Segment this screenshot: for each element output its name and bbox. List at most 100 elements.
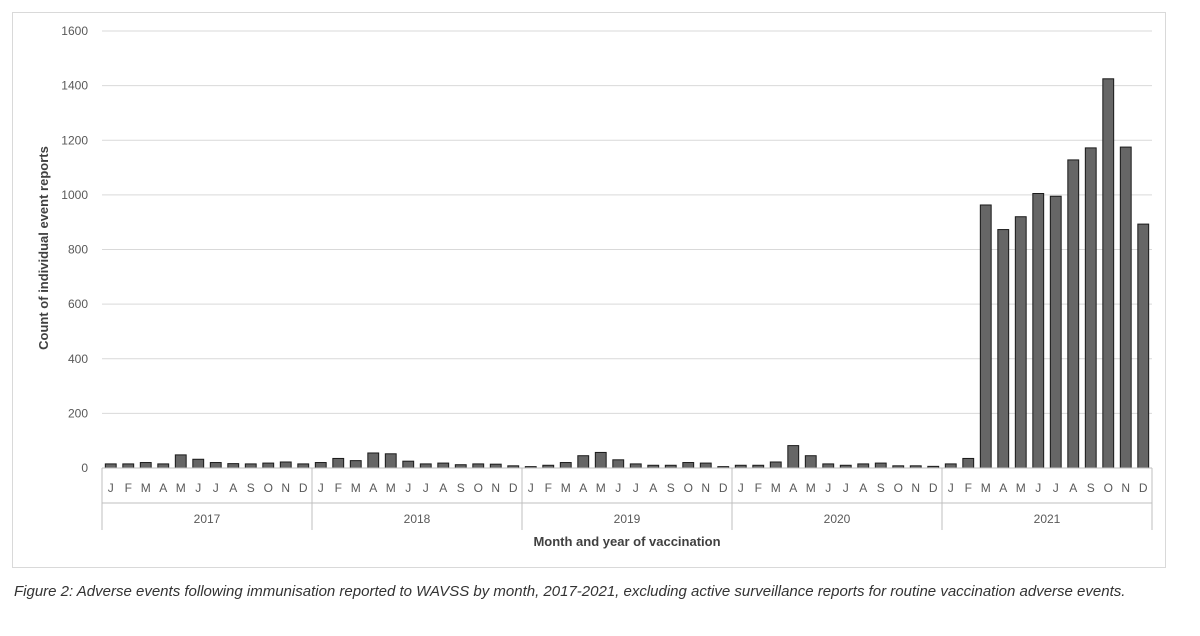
x-tick-month-label: M: [981, 481, 991, 495]
x-tick-month-label: F: [755, 481, 762, 495]
bar: [629, 463, 642, 469]
bar: [104, 463, 117, 469]
x-tick-month-label: O: [684, 481, 693, 495]
bar: [874, 462, 887, 469]
bar: [174, 454, 187, 469]
x-tick-month-label: S: [667, 481, 675, 495]
bar: [244, 463, 257, 469]
y-axis-title: Count of individual event reports: [36, 146, 51, 350]
x-tick-month-label: J: [318, 481, 324, 495]
bar: [857, 463, 870, 469]
x-tick-month-label: J: [948, 481, 954, 495]
bar: [1102, 78, 1115, 469]
x-tick-month-label: A: [1069, 481, 1077, 495]
bar: [279, 461, 292, 469]
x-tick-month-label: F: [545, 481, 552, 495]
x-tick-month-label: A: [229, 481, 237, 495]
bar: [594, 451, 607, 469]
x-tick-month-label: A: [859, 481, 867, 495]
x-tick-month-label: F: [335, 481, 342, 495]
x-tick-month-label: S: [247, 481, 255, 495]
bar: [1049, 195, 1062, 469]
y-axis-ticks: 0 200 400 600 800 1000 1200 1400 1600: [61, 24, 88, 475]
y-tick-label: 1600: [61, 24, 88, 38]
x-tick-month-label: M: [141, 481, 151, 495]
x-tick-month-label: D: [719, 481, 728, 495]
bar: [1067, 159, 1080, 469]
x-tick-month-label: J: [213, 481, 219, 495]
bar: [1137, 223, 1150, 469]
bar: [962, 457, 975, 469]
bar: [489, 463, 502, 469]
y-tick-label: 600: [68, 297, 88, 311]
x-tick-month-label: M: [771, 481, 781, 495]
x-tick-month-label: J: [825, 481, 831, 495]
bar: [209, 462, 222, 469]
bar: [769, 461, 782, 469]
x-tick-month-label: S: [877, 481, 885, 495]
x-tick-month-label: J: [1035, 481, 1041, 495]
x-tick-month-label: M: [561, 481, 571, 495]
x-tick-month-label: M: [596, 481, 606, 495]
x-tick-month-label: M: [176, 481, 186, 495]
bar: [1119, 146, 1132, 469]
y-tick-label: 200: [68, 406, 88, 420]
x-tick-month-label: J: [423, 481, 429, 495]
x-tick-month-label: J: [195, 481, 201, 495]
bar: [384, 453, 397, 469]
x-tick-month-label: J: [633, 481, 639, 495]
bar: [472, 463, 485, 469]
x-tick-year-label: 2018: [404, 512, 431, 526]
bar: [332, 457, 345, 469]
x-tick-month-label: N: [701, 481, 710, 495]
y-tick-label: 1400: [61, 79, 88, 93]
x-tick-month-label: F: [125, 481, 132, 495]
bar: [139, 462, 152, 469]
x-tick-year-label: 2017: [194, 512, 221, 526]
x-tick-month-label: J: [1053, 481, 1059, 495]
bar: [1084, 147, 1097, 469]
x-tick-year-label: 2020: [824, 512, 851, 526]
x-tick-month-label: A: [999, 481, 1007, 495]
x-tick-month-label: J: [843, 481, 849, 495]
gridlines: [102, 30, 1152, 469]
x-tick-month-label: D: [1139, 481, 1148, 495]
x-tick-month-label: O: [474, 481, 483, 495]
bar: [367, 452, 380, 469]
bar: [192, 458, 205, 469]
bar: [297, 463, 310, 469]
x-tick-month-label: A: [579, 481, 587, 495]
bar: [227, 463, 240, 469]
x-tick-month-label: A: [159, 481, 167, 495]
x-tick-month-label: O: [264, 481, 273, 495]
x-tick-month-label: J: [615, 481, 621, 495]
bar: [437, 462, 450, 469]
bar: [822, 463, 835, 469]
bar: [787, 445, 800, 469]
x-tick-month-label: D: [509, 481, 518, 495]
bar: [402, 460, 415, 469]
x-tick-month-label: J: [405, 481, 411, 495]
y-tick-label: 800: [68, 243, 88, 257]
bar: [157, 463, 170, 469]
x-tick-month-label: O: [894, 481, 903, 495]
x-tick-month-label: D: [299, 481, 308, 495]
x-tick-month-label: J: [108, 481, 114, 495]
x-axis-title: Month and year of vaccination: [533, 534, 720, 549]
bar: [577, 455, 590, 469]
y-tick-label: 0: [81, 461, 88, 475]
x-tick-month-label: A: [789, 481, 797, 495]
x-tick-year-label: 2019: [614, 512, 641, 526]
figure-caption: Figure 2: Adverse events following immun…: [14, 583, 1126, 600]
y-tick-label: 1000: [61, 188, 88, 202]
bar: [559, 462, 572, 469]
x-tick-month-label: J: [528, 481, 534, 495]
bars: [104, 78, 1150, 469]
bar: [804, 455, 817, 469]
bar: [262, 462, 275, 469]
bar: [314, 462, 327, 469]
bar: [612, 459, 625, 469]
bar: [944, 463, 957, 469]
